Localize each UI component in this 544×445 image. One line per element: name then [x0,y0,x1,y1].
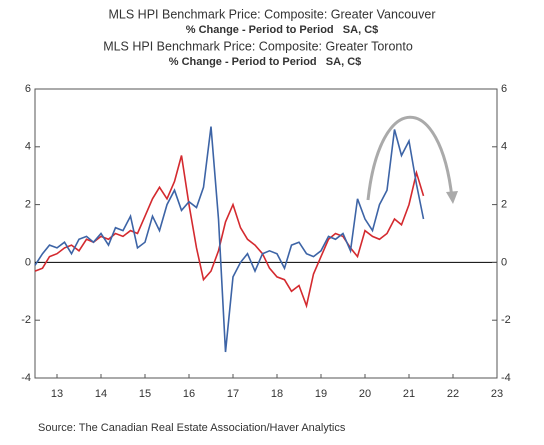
y-tick-label: -4 [21,372,31,384]
y-tick-label: 6 [25,83,31,95]
y2-tick-label: 0 [501,256,507,268]
x-tick-label: 20 [359,388,371,400]
x-tick-label: 23 [491,388,503,400]
y-tick-label: 4 [25,141,31,153]
y-tick-label: 0 [25,256,31,268]
title-vancouver: MLS HPI Benchmark Price: Composite: Grea… [109,7,436,21]
series-line [34,155,425,309]
y2-tick-label: -4 [501,372,511,384]
y-tick-label: -2 [21,314,31,326]
x-tick-label: 16 [183,388,195,400]
series-line [34,126,425,353]
x-tick-label: 15 [139,388,151,400]
y2-tick-label: -2 [501,314,511,326]
x-tick-label: 18 [271,388,283,400]
title-toronto: MLS HPI Benchmark Price: Composite: Grea… [103,39,413,53]
y2-tick-label: 2 [501,199,507,211]
plot-frame [34,88,498,379]
source: Source: The Canadian Real Estate Associa… [38,422,346,434]
x-tick-label: 21 [403,388,415,400]
y2-tick-label: 4 [501,141,507,153]
subtitle-vancouver: % Change - Period to Period SA, C$ [186,24,379,36]
x-tick-label: 22 [447,388,459,400]
x-tick-label: 19 [315,388,327,400]
subtitle-toronto: % Change - Period to Period SA, C$ [169,56,362,68]
annotation-arc [366,115,454,201]
y-tick-label: 2 [25,199,31,211]
y2-tick-label: 6 [501,83,507,95]
annotation-arrowhead [446,191,458,204]
x-tick-label: 17 [227,388,239,400]
x-tick-label: 13 [51,388,63,400]
x-tick-label: 14 [95,388,107,400]
